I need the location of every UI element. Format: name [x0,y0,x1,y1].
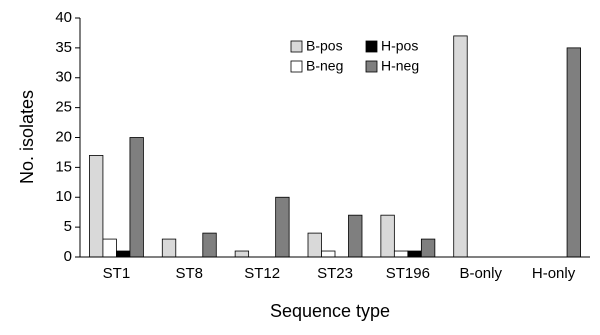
x-tick-label: ST8 [176,265,204,282]
legend-swatch [365,40,378,53]
bar [234,250,250,258]
legend-label: B-neg [306,58,343,74]
bar [102,238,117,258]
legend-swatch [365,60,378,73]
bar [161,238,177,258]
x-tick-label: ST1 [103,265,131,282]
x-tick-label: H-only [532,265,576,282]
y-tick-label: 10 [55,188,72,205]
x-tick-label: ST12 [244,265,280,282]
legend-swatch [290,40,303,53]
y-tick-label: 20 [55,128,72,145]
x-tick-label: ST23 [317,265,353,282]
bar [321,250,336,258]
x-tick-label: ST196 [386,265,430,282]
bar [275,196,290,258]
y-tick-label: 5 [64,218,72,235]
bar [393,250,409,258]
bar [116,250,131,258]
bar [348,214,363,258]
bar [407,250,422,258]
x-tick-label: B-only [459,265,502,282]
y-tick-label: 35 [55,39,72,56]
legend-label: H-neg [381,58,419,74]
bar [202,232,217,258]
legend-label: B-pos [306,38,343,54]
x-axis-title: Sequence type [270,301,390,321]
y-tick-label: 30 [55,69,72,86]
y-tick-label: 40 [55,9,72,26]
bar [420,238,436,258]
bar [129,137,144,258]
bar [307,232,322,258]
y-tick-label: 0 [64,248,72,265]
y-axis-title: No. isolates [17,90,37,184]
bar [380,214,395,258]
y-tick-label: 15 [55,158,72,175]
legend-swatch [290,60,303,73]
legend-label: H-pos [381,38,418,54]
y-tick-label: 25 [55,99,72,116]
bar [453,35,468,258]
bar [89,155,104,258]
bar [566,47,581,258]
